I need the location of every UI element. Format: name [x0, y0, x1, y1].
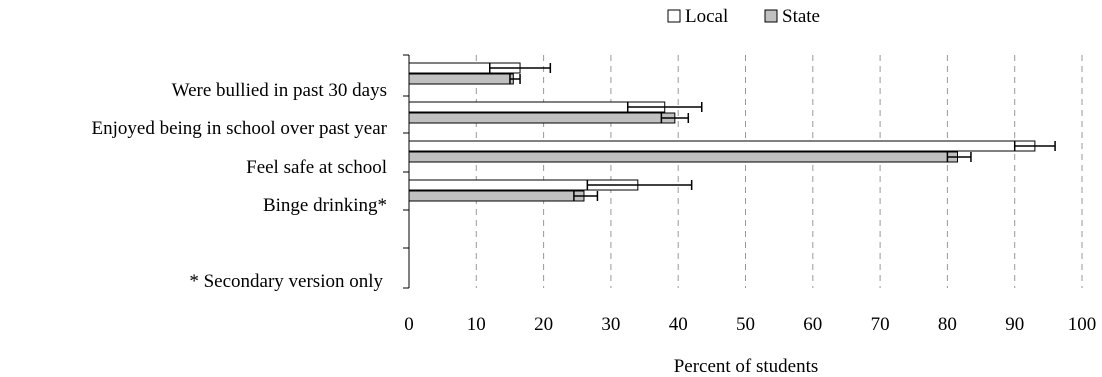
- x-tick-label: 30: [601, 314, 620, 335]
- x-tick-label: 20: [534, 314, 553, 335]
- bar-local: [408, 101, 666, 113]
- x-tick-label: 70: [871, 314, 890, 335]
- category-label: Feel safe at school: [246, 157, 387, 178]
- bar-state: [408, 112, 676, 124]
- footnote: * Secondary version only: [189, 271, 383, 292]
- x-tick-label: 90: [1005, 314, 1024, 335]
- x-tick-label: 40: [669, 314, 688, 335]
- legend: Local State: [667, 6, 820, 27]
- x-tick-label: 80: [938, 314, 957, 335]
- legend-label: State: [782, 6, 820, 27]
- axes: 0 10 20 30 40 50 60 70 80 90 100: [403, 54, 1097, 335]
- x-axis-title: Percent of students: [674, 356, 819, 377]
- bars: [408, 62, 1056, 202]
- bar-state: [408, 73, 514, 85]
- bar-state: [408, 190, 585, 202]
- x-tick-label: 0: [404, 314, 414, 335]
- category-labels: Were bullied in past 30 days Enjoyed bein…: [92, 80, 388, 292]
- x-tick-label: 50: [736, 314, 755, 335]
- legend-label: Local: [685, 6, 728, 27]
- legend-swatch-local: [667, 9, 681, 23]
- legend-swatch-state: [764, 9, 778, 23]
- category-label: Enjoyed being in school over past year: [92, 118, 388, 139]
- bar-state: [408, 151, 958, 163]
- x-tick-label: 60: [803, 314, 822, 335]
- gridlines: [475, 55, 1083, 288]
- category-label: Binge drinking*: [263, 195, 387, 216]
- x-tick-label: 100: [1068, 314, 1097, 335]
- category-label: Were bullied in past 30 days: [172, 80, 387, 101]
- x-tick-label: 10: [467, 314, 486, 335]
- bar-local: [408, 140, 1036, 152]
